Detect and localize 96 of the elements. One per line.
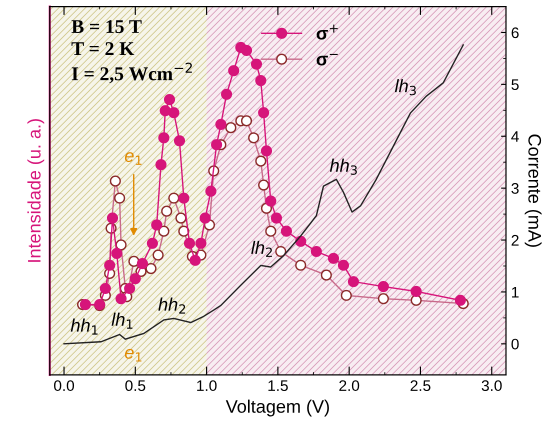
y-tick-label: 0 [511,338,519,350]
line-series [63,44,464,345]
point [178,226,190,237]
point [275,246,286,258]
point [221,88,232,100]
point [184,238,196,249]
point [80,298,91,310]
annotation: T = 2 K [72,42,134,56]
y-axis-title: Intensidade (u. a.) [27,119,44,262]
point [270,212,282,224]
x-tick-label: 0.5 [125,380,146,392]
point [225,122,236,134]
point [348,276,359,288]
point [145,262,157,274]
annotation: B = 15 T [72,20,142,34]
point [136,258,148,270]
point [378,280,389,292]
point [340,290,352,301]
point [260,145,272,157]
point [161,206,172,217]
y-axis-title: Corrente (mA) [524,134,542,247]
annotation: lh$_{1}$ [112,312,132,329]
point [124,282,136,294]
annotation: I = 2,5 Wcm$^{−2}$ [72,62,192,84]
point [104,260,116,271]
annotation: hh$_{2}$ [158,298,186,314]
point [158,132,170,144]
point [258,179,270,191]
point [114,192,126,204]
point [174,135,186,146]
point [310,246,322,258]
point [205,186,216,197]
point [106,212,118,224]
point [240,115,252,126]
x-axis-title: Voltagem (V) [226,400,329,416]
point [265,226,276,237]
x-tick-label: 1.0 [197,380,217,392]
y-tick-label: 1 [512,286,519,298]
point [116,293,127,304]
point [111,248,122,260]
point [258,107,270,118]
point [151,219,162,231]
point [178,192,190,204]
point [295,260,306,271]
point [100,282,111,294]
point [168,192,180,204]
point [248,132,260,144]
point [454,294,466,306]
point [200,212,211,224]
point [158,226,170,237]
point [280,226,292,237]
point [410,286,422,298]
point [338,260,350,271]
point [240,44,252,56]
legend-label: σ$^{+}$ [316,24,338,40]
y-tick-label: 4 [511,131,519,142]
point [211,139,222,150]
y-tick-label: 6 [512,27,519,38]
point [130,273,141,284]
annotation: e$_{1}$ [124,348,142,362]
annotation: lh$_{3}$ [394,79,416,96]
y-tick-label: 5 [511,79,519,90]
point [155,159,167,170]
point [215,118,226,130]
annotation: hh$_{3}$ [330,158,357,175]
point [228,65,240,76]
point [164,94,176,106]
x-tick-label: 3.0 [482,380,502,392]
point [320,270,332,281]
y-tick-label: 3 [511,183,519,194]
point [160,105,171,116]
point [255,156,266,167]
point [175,212,186,224]
point [255,74,266,86]
y-tick-label: 2 [512,234,519,246]
annotation: e$_{1}$ [124,152,142,165]
annotation: hh$_{1}$ [70,318,98,335]
point [128,256,140,267]
legend-label: σ$^{−}$ [316,54,338,66]
point [328,252,340,264]
annotation: lh$_{2}$ [251,240,272,257]
point [168,107,180,118]
point [195,238,206,249]
point [152,250,164,261]
point [110,176,121,187]
point [146,238,158,249]
point [265,196,276,207]
point [378,293,389,304]
x-tick-label: 2.5 [410,380,430,392]
point [410,294,422,306]
x-tick-label: 1.5 [268,380,288,392]
x-tick-label: 0.0 [54,380,74,392]
x-tick-label: 2.0 [339,380,360,392]
point [250,58,262,70]
point [116,239,127,251]
point [190,254,201,266]
